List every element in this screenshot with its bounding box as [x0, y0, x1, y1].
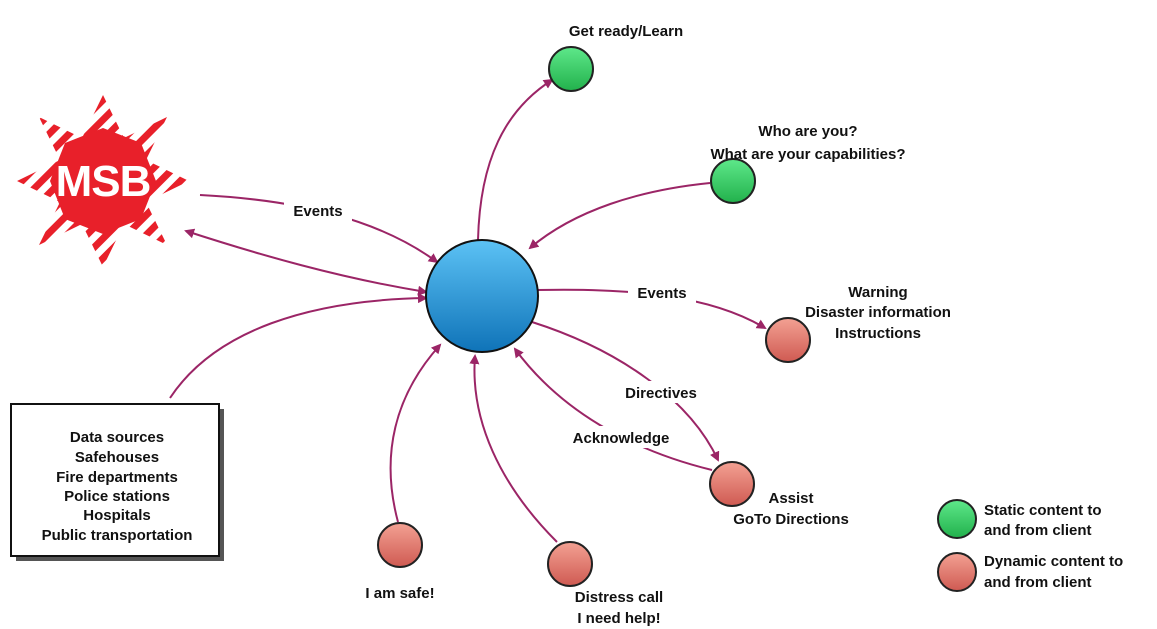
label-distress-2: I need help! [577, 610, 660, 627]
edge-hub-to-assist-directives [531, 321, 720, 462]
legend-static-line-2: and from client [984, 522, 1092, 539]
edge-label-directives: Directives [625, 385, 697, 402]
label-warning-2: Disaster information [805, 304, 951, 321]
label-distress-1: Distress call [575, 589, 663, 606]
label-assist-1: Assist [768, 490, 813, 507]
edge-iamsafe-to-hub [389, 343, 442, 523]
legend-static-line-1: Static content to [984, 502, 1102, 519]
edge-datasources-to-hub [169, 293, 428, 399]
msb-logo: MSB [17, 95, 189, 267]
edge-msb-hub-bidirectional [184, 228, 428, 296]
data-sources-box: Data sources Safehouses Fire departments… [10, 403, 224, 561]
edge-label-msb-events: Events [293, 203, 342, 220]
edge-assist-to-hub-acknowledge [513, 347, 713, 471]
data-sources-line-4: Police stations [64, 488, 170, 505]
label-warning-1: Warning [848, 284, 907, 301]
legend-dynamic-swatch [937, 552, 977, 592]
label-who-are-you-2: What are your capabilities? [710, 146, 905, 163]
label-who-are-you-1: Who are you? [758, 123, 857, 140]
data-sources-line-3: Fire departments [56, 469, 178, 486]
edge-label-acknowledge: Acknowledge [573, 430, 670, 447]
node-i-am-safe [377, 522, 423, 568]
msb-logo-text: MSB [56, 157, 151, 206]
label-assist-2: GoTo Directions [733, 511, 849, 528]
label-warning-3: Instructions [835, 325, 921, 342]
legend: Static content to and from client Dynami… [937, 499, 1123, 592]
edge-hub-to-getready [477, 78, 554, 241]
edge-distress-to-hub [469, 354, 558, 543]
data-sources-line-2: Safehouses [75, 449, 159, 466]
node-get-ready [548, 46, 594, 92]
node-distress [547, 541, 593, 587]
legend-dynamic-line-2: and from client [984, 574, 1092, 591]
legend-static-swatch [937, 499, 977, 539]
node-who-are-you [710, 158, 756, 204]
central-hub-node [425, 239, 539, 353]
edge-whoareyou-to-hub [528, 182, 711, 250]
edge-labels: Events Events Directives Acknowledge [284, 199, 709, 448]
label-get-ready: Get ready/Learn [569, 23, 683, 40]
node-assist [709, 461, 755, 507]
data-sources-line-6: Public transportation [42, 527, 193, 544]
label-i-am-safe: I am safe! [365, 585, 434, 602]
data-sources-line-1: Data sources [70, 429, 164, 446]
data-sources-line-5: Hospitals [83, 507, 151, 524]
node-warning [765, 317, 811, 363]
legend-dynamic-line-1: Dynamic content to [984, 553, 1123, 570]
edge-label-hub-events: Events [637, 285, 686, 302]
